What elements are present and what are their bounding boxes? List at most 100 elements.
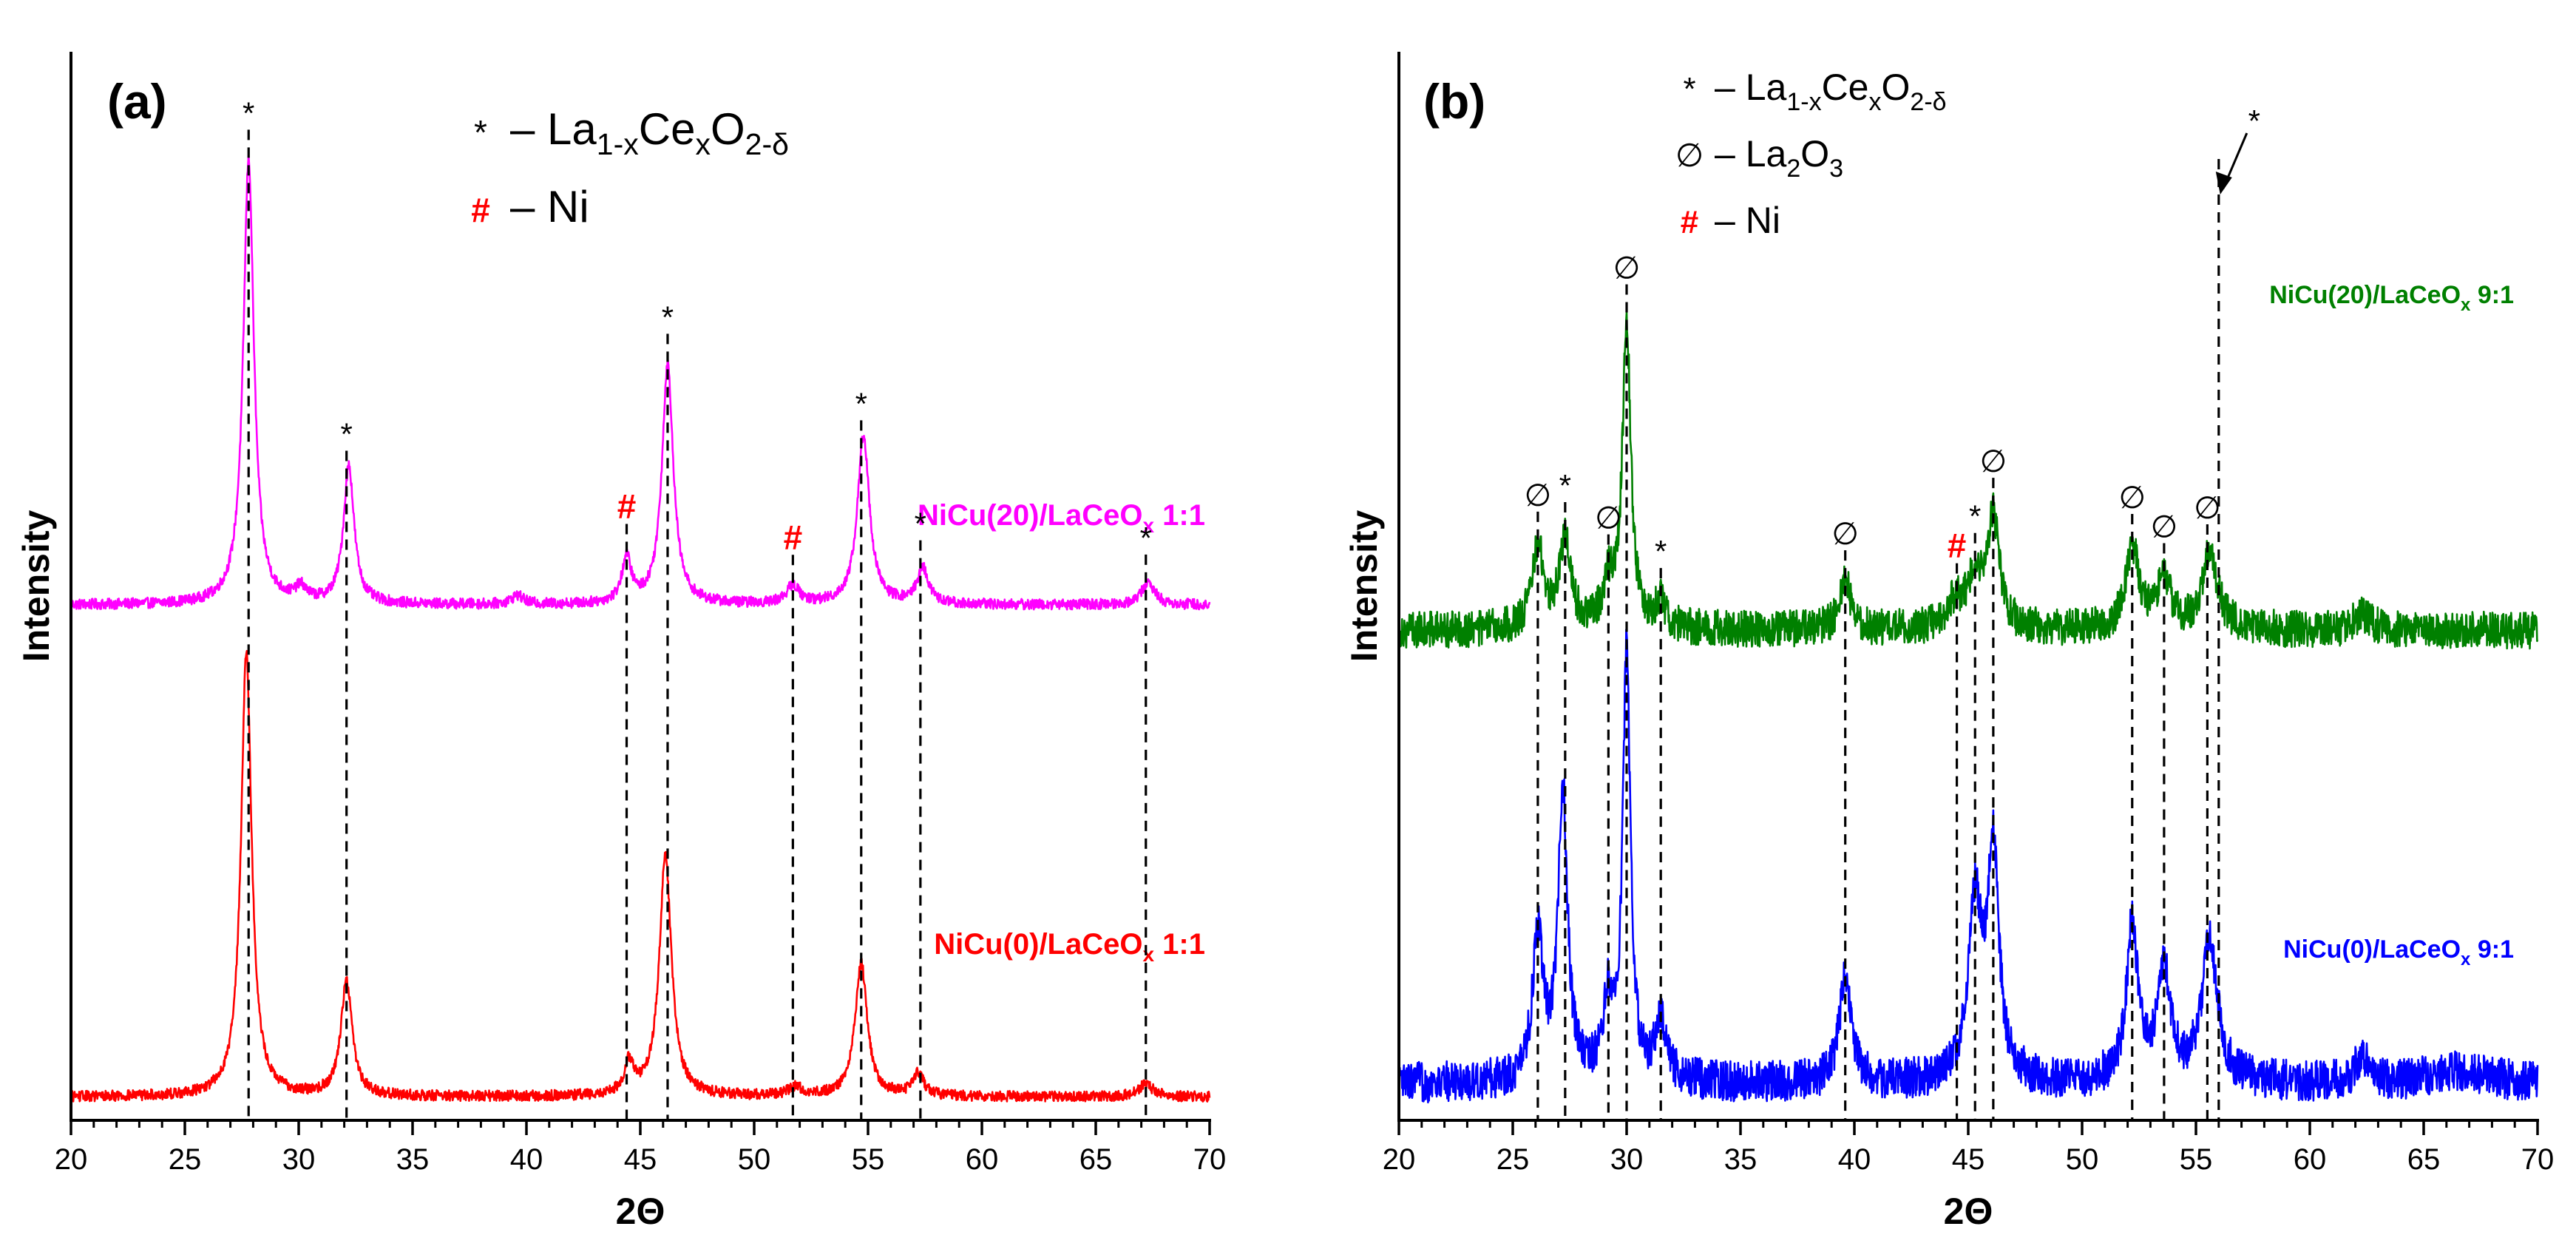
legend-symbol-1: ∅ xyxy=(1675,138,1704,174)
series-label-sub: x xyxy=(1142,943,1154,966)
x-tick-label: 25 xyxy=(169,1143,202,1176)
reference-symbol-2: # xyxy=(617,487,637,525)
legend-formula-sub: 3 xyxy=(1829,155,1843,183)
x-tick-label: 70 xyxy=(2521,1143,2555,1176)
legend-formula-sub: 2-δ xyxy=(745,127,789,161)
legend-dash: – xyxy=(510,104,535,154)
reference-symbol-10: ∅ xyxy=(2151,509,2178,544)
x-tick-label: 65 xyxy=(2407,1143,2441,1176)
legend-formula-end: O xyxy=(1882,67,1911,108)
reference-symbol-1: * xyxy=(341,417,353,452)
legend-formula-base: La xyxy=(547,104,597,154)
legend-space xyxy=(535,104,547,154)
legend-formula-sub: 1-x xyxy=(1786,88,1821,116)
legend-formula-sub: x xyxy=(1869,88,1882,116)
legend-formula-sub: 2 xyxy=(1786,155,1800,183)
reference-symbol-0: * xyxy=(243,95,254,130)
legend-formula-mid: Ce xyxy=(639,104,696,154)
x-tick-label: 55 xyxy=(852,1143,885,1176)
x-axis-title: 2Θ xyxy=(1944,1191,1993,1232)
legend-space xyxy=(1735,67,1746,108)
reference-symbol-11: ∅ xyxy=(2194,490,2221,525)
x-tick-label: 30 xyxy=(1610,1143,1644,1176)
reference-symbol-1: * xyxy=(1559,468,1571,503)
x-tick-label: 30 xyxy=(282,1143,316,1176)
legend-space xyxy=(535,182,547,231)
legend-dash: – xyxy=(1715,67,1735,108)
reference-symbol-4: # xyxy=(784,518,803,556)
reference-symbol-5: * xyxy=(855,386,867,421)
x-axis-title: 2Θ xyxy=(616,1191,665,1232)
reference-symbol-2: ∅ xyxy=(1595,501,1622,535)
legend-dash: – xyxy=(1715,200,1735,241)
x-tick-label: 50 xyxy=(2066,1143,2099,1176)
reference-symbol-3: ∅ xyxy=(1613,250,1641,285)
legend-formula-sub: 2-δ xyxy=(1910,88,1946,116)
legend-formula-base: Ni xyxy=(547,182,589,231)
x-tick-label: 25 xyxy=(1497,1143,1530,1176)
legend-formula-base: La xyxy=(1746,67,1787,108)
panel-label: (b) xyxy=(1423,74,1485,129)
legend-dash: – xyxy=(1715,133,1735,175)
x-tick-label: 55 xyxy=(2180,1143,2213,1176)
legend-space xyxy=(1735,200,1746,241)
arrow-annotation-symbol: * xyxy=(2248,104,2260,138)
x-tick-label: 20 xyxy=(55,1143,88,1176)
series-label-main: NiCu(20)/LaCeO xyxy=(2269,281,2461,309)
series-line-1 xyxy=(70,649,1211,1103)
series-label-tail: 9:1 xyxy=(2470,281,2514,309)
x-tick-label: 50 xyxy=(738,1143,771,1176)
x-tick-label: 60 xyxy=(966,1143,999,1176)
x-tick-label: 40 xyxy=(1838,1143,1871,1176)
legend-symbol-0: * xyxy=(1683,71,1695,107)
legend-formula-base: Ni xyxy=(1746,200,1780,241)
x-tick-label: 35 xyxy=(396,1143,430,1176)
series-label-tail: 9:1 xyxy=(2470,935,2514,964)
x-tick-label: 45 xyxy=(624,1143,657,1176)
reference-symbol-6: * xyxy=(915,507,926,541)
series-label-tail: 1:1 xyxy=(1154,928,1205,961)
reference-symbol-7: * xyxy=(1969,499,1981,534)
panel-label: (a) xyxy=(107,74,167,129)
series-label-main: NiCu(20)/LaCeO xyxy=(918,499,1143,532)
reference-symbol-9: ∅ xyxy=(2118,480,2146,515)
reference-symbol-5: ∅ xyxy=(1831,516,1859,551)
legend-formula-mid: Ce xyxy=(1822,67,1869,108)
reference-symbol-7: * xyxy=(1140,521,1152,555)
y-axis-title: Intensity xyxy=(16,510,57,663)
x-tick-label: 40 xyxy=(510,1143,543,1176)
series-line-1 xyxy=(1397,629,2539,1104)
reference-symbol-3: * xyxy=(662,299,674,334)
x-tick-label: 70 xyxy=(1193,1143,1227,1176)
series-label-main: NiCu(0)/LaCeO xyxy=(2283,935,2461,964)
legend-text-1: – Ni xyxy=(510,182,589,231)
reference-symbol-4: * xyxy=(1655,534,1667,569)
arrow-head xyxy=(2215,172,2232,194)
x-tick-label: 60 xyxy=(2294,1143,2327,1176)
legend-space xyxy=(1735,133,1746,175)
series-line-0 xyxy=(70,154,1211,611)
series-label-1: NiCu(0)/LaCeOx 1:1 xyxy=(934,928,1205,966)
series-label-sub: x xyxy=(2461,295,2471,315)
series-label-1: NiCu(0)/LaCeOx 9:1 xyxy=(2283,935,2514,969)
legend-symbol-1: # xyxy=(471,191,490,229)
legend-text-0: – La1-xCexO2-δ xyxy=(510,104,789,161)
legend-text-1: – La2O3 xyxy=(1715,133,1843,183)
legend-dash: – xyxy=(510,182,535,231)
series-label-sub: x xyxy=(2461,950,2471,969)
series-label-tail: 1:1 xyxy=(1154,499,1205,532)
legend-symbol-2: # xyxy=(1681,204,1698,240)
reference-symbol-6: # xyxy=(1948,527,1967,565)
series-label-0: NiCu(20)/LaCeOx 1:1 xyxy=(918,499,1205,537)
x-tick-label: 65 xyxy=(1079,1143,1113,1176)
legend-symbol-0: * xyxy=(474,113,487,152)
x-tick-label: 20 xyxy=(1383,1143,1416,1176)
series-label-sub: x xyxy=(1142,514,1154,537)
reference-symbol-0: ∅ xyxy=(1525,478,1552,512)
legend-text-0: – La1-xCexO2-δ xyxy=(1715,67,1947,116)
series-label-0: NiCu(20)/LaCeOx 9:1 xyxy=(2269,281,2514,315)
